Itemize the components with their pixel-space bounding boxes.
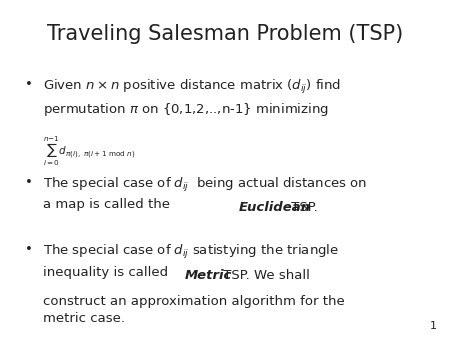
Text: •: •	[25, 243, 32, 256]
Text: The special case of $d_{ij}$  being actual distances on
a map is called the: The special case of $d_{ij}$ being actua…	[43, 176, 367, 211]
Text: $\sum_{i=0}^{n\mathrm{-}1} d_{\pi(i),\ \pi(i+1\ \mathrm{mod}\ n)}$: $\sum_{i=0}^{n\mathrm{-}1} d_{\pi(i),\ \…	[43, 135, 135, 168]
Text: The special case of $d_{ij}$ satistying the triangle
inequality is called: The special case of $d_{ij}$ satistying …	[43, 243, 339, 279]
Text: Given $n \times n$ positive distance matrix $(d_{ij})$ find
permutation $\pi$ on: Given $n \times n$ positive distance mat…	[43, 78, 341, 118]
Text: Euclidean: Euclidean	[238, 201, 310, 214]
Text: TSP.: TSP.	[287, 201, 318, 214]
Text: 1: 1	[429, 321, 436, 331]
Text: •: •	[25, 78, 32, 91]
Text: •: •	[25, 176, 32, 189]
Text: TSP. We shall: TSP. We shall	[219, 269, 310, 282]
Text: Traveling Salesman Problem (TSP): Traveling Salesman Problem (TSP)	[47, 24, 403, 44]
Text: Metric: Metric	[185, 269, 232, 282]
Text: construct an approximation algorithm for the
metric case.: construct an approximation algorithm for…	[43, 295, 345, 325]
